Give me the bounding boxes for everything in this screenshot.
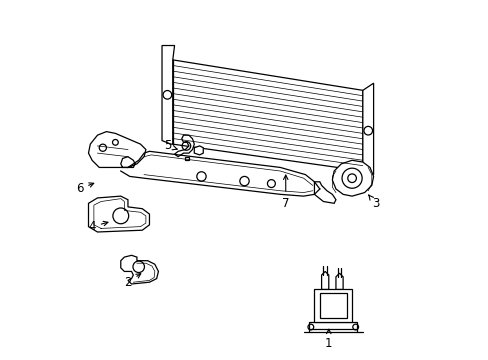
Text: 6: 6 <box>76 183 94 195</box>
Text: 4: 4 <box>88 220 108 233</box>
Polygon shape <box>172 60 362 171</box>
Polygon shape <box>88 132 145 167</box>
Polygon shape <box>319 293 346 318</box>
Polygon shape <box>88 196 149 232</box>
Polygon shape <box>308 321 357 329</box>
Polygon shape <box>174 135 194 157</box>
Text: 5: 5 <box>163 139 177 152</box>
Polygon shape <box>162 45 174 144</box>
Text: 1: 1 <box>325 329 332 350</box>
Polygon shape <box>185 157 188 160</box>
Polygon shape <box>321 271 328 289</box>
Polygon shape <box>194 146 203 155</box>
Polygon shape <box>314 289 351 321</box>
Text: 3: 3 <box>368 195 378 210</box>
Polygon shape <box>362 83 373 175</box>
Polygon shape <box>335 273 343 289</box>
Polygon shape <box>332 160 373 196</box>
Text: 7: 7 <box>282 175 289 210</box>
Polygon shape <box>121 255 158 284</box>
Text: 2: 2 <box>124 274 141 289</box>
Polygon shape <box>314 182 335 203</box>
